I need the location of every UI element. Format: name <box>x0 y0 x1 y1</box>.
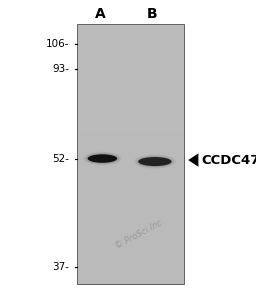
Ellipse shape <box>138 157 172 166</box>
Text: B: B <box>147 7 158 21</box>
Ellipse shape <box>138 157 172 166</box>
Bar <box>77 24 184 284</box>
Ellipse shape <box>88 154 117 163</box>
Text: 106-: 106- <box>46 39 69 49</box>
Polygon shape <box>188 153 198 167</box>
Text: © ProSci Inc.: © ProSci Inc. <box>113 217 166 251</box>
Text: 93-: 93- <box>52 64 69 75</box>
Text: 52-: 52- <box>52 153 69 164</box>
Text: CCDC47: CCDC47 <box>201 153 256 167</box>
Text: 37-: 37- <box>52 262 69 272</box>
Ellipse shape <box>88 154 117 163</box>
Text: A: A <box>94 7 105 21</box>
Ellipse shape <box>135 155 175 168</box>
Ellipse shape <box>84 153 120 165</box>
Ellipse shape <box>86 153 119 164</box>
Ellipse shape <box>137 156 173 167</box>
